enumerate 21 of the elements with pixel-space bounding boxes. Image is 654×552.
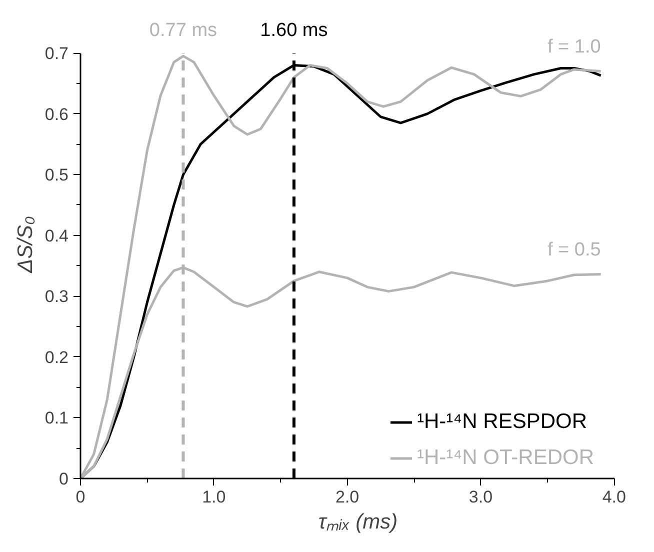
- legend-label: ¹H-¹⁴N RESPDOR: [417, 410, 588, 434]
- y-tick-label: 0.5: [44, 166, 69, 185]
- annotation: f = 1.0: [547, 36, 601, 58]
- y-tick-label: 0.4: [44, 226, 69, 246]
- x-tick-label: 2.0: [336, 488, 360, 506]
- x-axis-title: τₘᵢₓ (ms): [318, 510, 398, 534]
- y-tick-label: 0: [59, 470, 69, 488]
- y-tick-label: 0.3: [44, 287, 69, 306]
- x-tick-label: 0: [76, 488, 86, 506]
- legend-label: ¹H-¹⁴N OT-REDOR: [417, 446, 594, 470]
- y-axis-title: ΔS/S₀: [14, 216, 37, 274]
- x-tick-label: 4.0: [602, 488, 626, 506]
- y-tick-label: 0.7: [44, 44, 69, 64]
- annotation: f = 0.5: [547, 239, 601, 260]
- y-tick-label: 0.6: [44, 104, 69, 124]
- x-tick-label: 3.0: [468, 488, 493, 506]
- ref-line-label: 1.60 ms: [260, 20, 328, 42]
- y-tick-label: 0.1: [44, 408, 69, 428]
- x-tick-label: 1.0: [202, 488, 226, 506]
- ref-line-label: 0.77 ms: [149, 20, 218, 42]
- y-tick-label: 0.2: [44, 348, 69, 367]
